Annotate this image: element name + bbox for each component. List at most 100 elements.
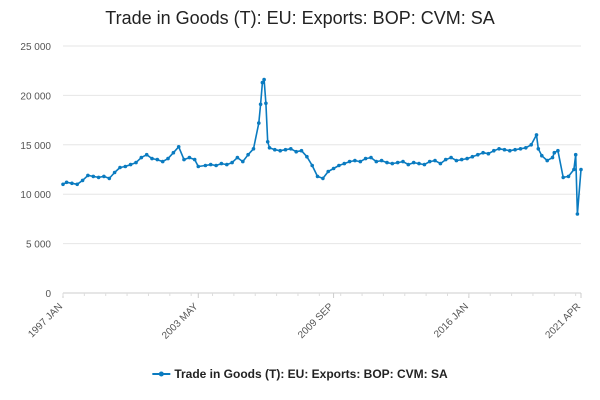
x-tick-label: 2016 JAN <box>432 301 471 340</box>
data-point <box>561 175 565 180</box>
data-point <box>310 163 315 168</box>
data-point <box>299 148 304 153</box>
data-point <box>385 160 389 165</box>
y-tick-label: 5 000 <box>26 240 51 251</box>
data-point <box>331 166 336 171</box>
data-point <box>305 154 309 159</box>
data-point <box>176 145 181 149</box>
data-point <box>540 153 544 158</box>
data-point <box>64 180 69 185</box>
data-point <box>433 158 437 163</box>
data-point <box>347 159 352 164</box>
data-point <box>449 155 453 160</box>
data-point <box>118 165 122 170</box>
data-point <box>443 157 448 162</box>
data-point <box>342 161 347 166</box>
data-point <box>579 167 583 172</box>
data-point <box>529 143 533 147</box>
series-plot <box>61 77 583 216</box>
data-point <box>497 147 501 151</box>
data-point <box>363 156 368 161</box>
data-point <box>75 182 79 187</box>
data-point <box>123 164 128 169</box>
legend[interactable]: Trade in Goods (T): EU: Exports: BOP: CV… <box>152 367 448 381</box>
data-point <box>406 162 411 167</box>
data-point <box>107 176 112 181</box>
data-point <box>536 147 541 151</box>
data-point <box>235 155 240 160</box>
data-point <box>246 152 250 157</box>
data-point <box>192 157 197 162</box>
data-point <box>476 152 480 157</box>
data-point <box>427 159 432 164</box>
data-point <box>196 164 201 169</box>
data-point <box>278 148 283 153</box>
x-tick-label: 1997 JAN <box>26 301 65 340</box>
data-point <box>358 159 363 164</box>
data-point <box>208 162 213 167</box>
data-point <box>187 155 192 160</box>
data-point <box>260 80 265 85</box>
y-tick-label: 15 000 <box>20 141 51 152</box>
data-point <box>508 148 512 153</box>
series-line <box>62 78 582 215</box>
data-point <box>556 148 560 153</box>
data-point <box>150 156 154 161</box>
legend-label: Trade in Goods (T): EU: Exports: BOP: CV… <box>174 367 448 381</box>
data-point <box>374 159 379 164</box>
data-point <box>273 147 277 152</box>
data-point <box>267 146 272 150</box>
data-point <box>524 146 528 150</box>
data-point <box>171 150 176 155</box>
data-point <box>86 173 90 178</box>
data-point <box>417 161 421 166</box>
data-point <box>251 147 256 151</box>
data-point <box>70 181 74 186</box>
data-point <box>353 158 357 163</box>
data-point <box>112 170 117 175</box>
y-tick-label: 10 000 <box>20 190 51 201</box>
data-point <box>230 160 234 165</box>
data-point <box>438 161 443 166</box>
x-tick-label: 2003 MAY <box>160 301 201 342</box>
y-tick-label: 25 000 <box>20 42 51 53</box>
data-point <box>390 161 395 166</box>
chart-title: Trade in Goods (T): EU: Exports: BOP: CV… <box>105 8 495 28</box>
data-point <box>262 77 266 82</box>
data-point <box>219 161 224 166</box>
data-point <box>575 212 580 216</box>
data-point <box>337 163 341 168</box>
data-point <box>326 169 331 174</box>
data-point <box>265 140 270 144</box>
x-tick-label: 2021 APR <box>543 301 583 341</box>
data-point <box>518 147 523 151</box>
data-point <box>294 149 299 154</box>
data-point <box>395 160 400 165</box>
data-point <box>128 162 133 167</box>
data-point <box>139 155 144 160</box>
data-point <box>513 147 517 152</box>
data-point <box>411 160 416 165</box>
data-point <box>572 167 576 172</box>
data-point <box>289 147 293 151</box>
data-point <box>486 151 491 156</box>
data-point <box>264 101 268 106</box>
data-point <box>492 148 496 153</box>
data-point <box>144 152 149 157</box>
data-point <box>134 160 138 165</box>
legend-swatch-marker <box>158 371 164 377</box>
gridlines <box>63 45 581 294</box>
data-point <box>550 155 555 160</box>
data-point <box>566 174 571 179</box>
data-point <box>155 157 160 162</box>
data-point <box>166 156 170 161</box>
data-point <box>203 163 208 168</box>
data-point <box>102 174 106 179</box>
y-axis: 0 5 000 10 000 15 000 20 000 25 000 <box>20 42 51 300</box>
data-point <box>315 174 320 179</box>
data-point <box>534 133 539 137</box>
x-axis: 1997 JAN 2003 MAY 2009 SEP 2016 JAN 2021 APR <box>26 293 583 342</box>
data-point <box>241 159 245 164</box>
data-point <box>96 175 101 180</box>
